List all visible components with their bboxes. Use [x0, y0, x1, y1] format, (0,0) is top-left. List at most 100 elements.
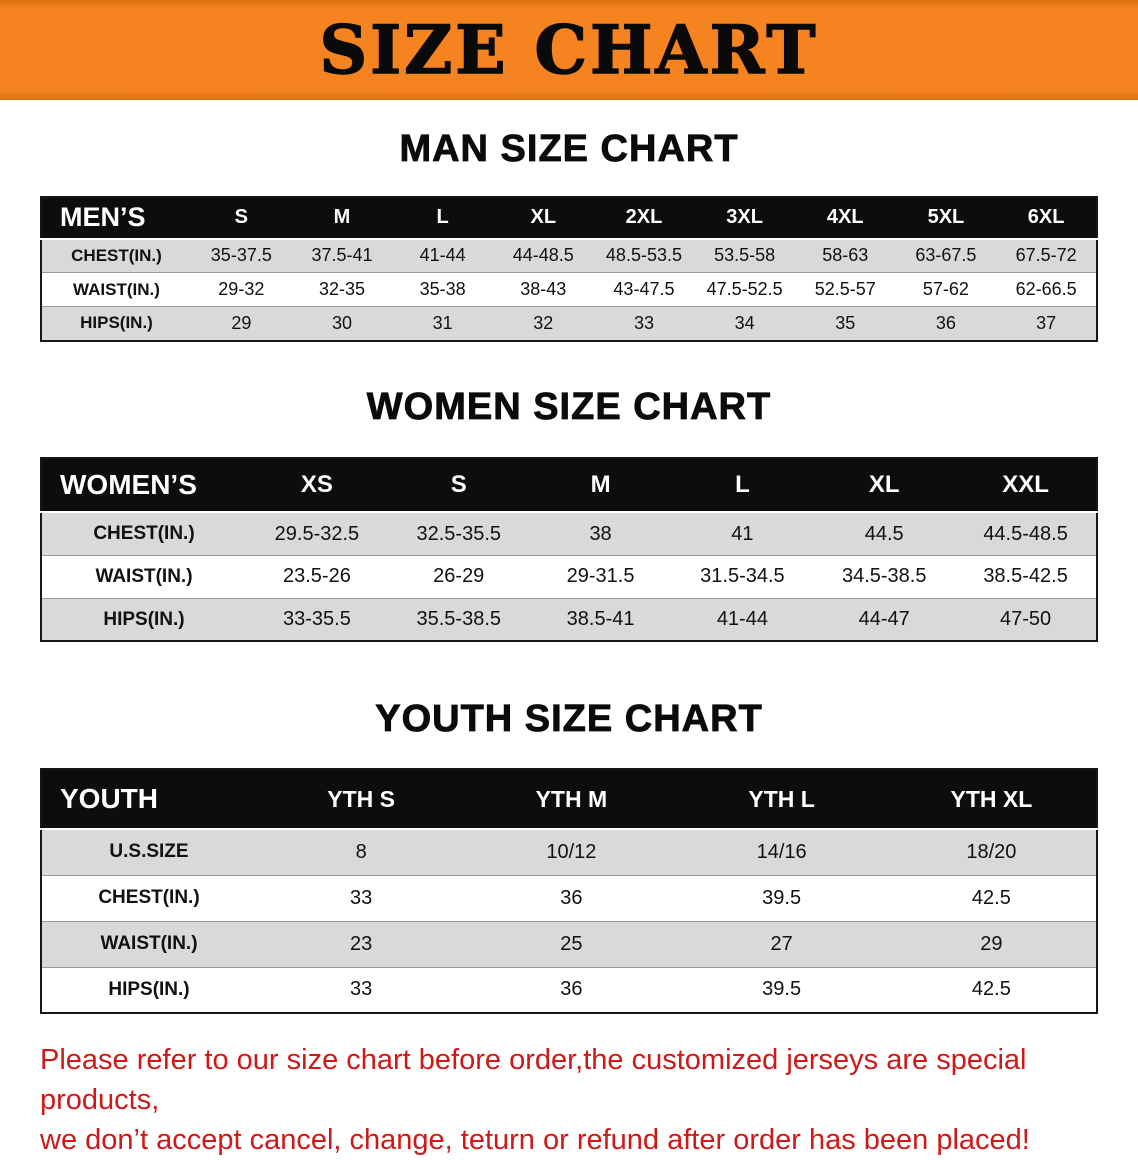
- size-column-header: S: [387, 458, 530, 514]
- size-table: YOUTH YTH S YTH M YTH L YTH XL U.S.SIZE 8 10/12…: [40, 768, 1098, 1015]
- table-row: HIPS(IN.) 33-35.5 35.5-38.5 38.5-41 41-44 44-…: [41, 598, 1097, 642]
- size-value: 47.5-52.5: [706, 279, 783, 300]
- size-column-header: 3XL: [694, 196, 795, 240]
- size-value: 52.5-57: [814, 279, 876, 300]
- row-label: CHEST(IN.): [98, 887, 200, 909]
- size-value: 29.5-32.5: [274, 522, 360, 545]
- size-value: 37.5-41: [311, 245, 373, 266]
- disclaimer-line-1: Please refer to our size chart before or…: [40, 1044, 1027, 1117]
- size-value: 32: [533, 312, 554, 333]
- size-value: 67.5-72: [1015, 245, 1077, 266]
- size-value: 35-38: [419, 279, 466, 300]
- size-value: 44-48.5: [512, 245, 574, 266]
- size-value: 41-44: [419, 245, 466, 266]
- section-heading: YOUTH SIZE CHART: [375, 698, 763, 741]
- size-chart-section: MAN SIZE CHART MEN’S S M L XL 2XL 3XL 4XL 5XL 6XL C…: [0, 128, 1138, 342]
- size-value: 30: [331, 312, 352, 333]
- size-value: 31.5-34.5: [700, 565, 785, 588]
- size-value: 29: [231, 312, 252, 333]
- size-column-header: XXL: [955, 458, 1097, 514]
- table-row: HIPS(IN.) 29 30 31 32 33 34 35 36 37: [41, 306, 1097, 341]
- size-value: 26-29: [433, 565, 485, 588]
- size-value: 33-35.5: [282, 608, 351, 631]
- size-value: 38.5-42.5: [983, 565, 1068, 588]
- size-value: 23: [350, 932, 373, 955]
- size-value: 36: [935, 312, 956, 333]
- table-corner-label: MEN’S: [41, 196, 191, 240]
- size-value: 42.5: [971, 886, 1011, 909]
- size-value: 33: [350, 886, 373, 909]
- size-value: 38-43: [520, 279, 567, 300]
- table-row: WAIST(IN.) 23.5-26 26-29 29-31.5 31.5-34.5 34…: [41, 555, 1097, 599]
- size-value: 18/20: [966, 840, 1017, 863]
- size-value: 25: [560, 932, 583, 955]
- disclaimer-line-2: we don’t accept cancel, change, teturn o…: [40, 1124, 1030, 1157]
- size-value: 44.5: [864, 522, 904, 545]
- size-value: 38: [589, 522, 612, 545]
- size-chart-banner: SIZE CHART: [0, 0, 1138, 100]
- row-label: WAIST(IN.): [73, 279, 160, 299]
- table-row: HIPS(IN.) 33 36 39.5 42.5: [41, 967, 1097, 1014]
- size-column-header: 6XL: [996, 196, 1097, 240]
- size-column-header: YTH L: [676, 769, 887, 831]
- table-row: CHEST(IN.) 29.5-32.5 32.5-35.5 38 41 44.5 44.5…: [41, 512, 1097, 556]
- row-label: CHEST(IN.): [71, 245, 162, 265]
- size-value: 47-50: [999, 608, 1052, 631]
- banner-title: SIZE CHART: [319, 11, 819, 89]
- size-value: 33: [350, 978, 373, 1001]
- size-value: 27: [770, 932, 793, 955]
- table-row: CHEST(IN.) 35-37.5 37.5-41 41-44 44-48.5 48.5…: [41, 238, 1097, 273]
- size-value: 35.5-38.5: [416, 608, 501, 631]
- size-chart-section: WOMEN SIZE CHART WOMEN’S XS S M L XL XXL CHEST(I…: [0, 385, 1138, 643]
- size-value: 36: [560, 886, 583, 909]
- size-value: 35: [835, 312, 856, 333]
- size-column-header: L: [671, 458, 814, 514]
- size-value: 36: [560, 978, 583, 1001]
- size-column-header: L: [392, 196, 493, 240]
- size-value: 43-47.5: [613, 279, 675, 300]
- size-column-header: 4XL: [794, 196, 896, 240]
- table-row: U.S.SIZE 8 10/12 14/16 18/20: [41, 829, 1097, 876]
- size-value: 34.5-38.5: [841, 565, 927, 588]
- size-value: 53.5-58: [714, 245, 776, 266]
- size-value: 39.5: [762, 978, 802, 1001]
- size-value: 29-31.5: [566, 565, 635, 588]
- size-value: 31: [432, 312, 453, 333]
- row-label: HIPS(IN.): [103, 608, 185, 630]
- size-value: 38.5-41: [566, 608, 635, 631]
- size-value: 58-63: [822, 245, 869, 266]
- size-column-header: M: [291, 196, 393, 240]
- size-charts: MAN SIZE CHART MEN’S S M L XL 2XL 3XL 4XL 5XL 6XL C…: [0, 128, 1138, 1015]
- table-header-row: MEN’S S M L XL 2XL 3XL 4XL 5XL 6XL: [41, 196, 1097, 240]
- size-value: 57-62: [922, 279, 969, 300]
- table-header-row: WOMEN’S XS S M L XL XXL: [41, 458, 1097, 514]
- size-column-header: 2XL: [593, 196, 695, 240]
- size-column-header: XL: [492, 196, 594, 240]
- size-value: 42.5: [971, 978, 1011, 1001]
- size-value: 41-44: [716, 608, 768, 631]
- size-value: 37: [1036, 312, 1057, 333]
- size-chart-section: YOUTH SIZE CHART YOUTH YTH S YTH M YTH L YTH …: [0, 698, 1138, 1015]
- size-value: 63-67.5: [915, 245, 977, 266]
- row-label: WAIST(IN.): [95, 565, 193, 587]
- size-value: 23.5-26: [282, 565, 351, 588]
- row-label: HIPS(IN.): [80, 313, 153, 333]
- table-row: WAIST(IN.) 23 25 27 29: [41, 921, 1097, 968]
- size-value: 14/16: [756, 840, 807, 863]
- size-table: WOMEN’S XS S M L XL XXL CHEST(IN.) 29.5-32.5 32.5…: [40, 457, 1098, 643]
- size-value: 34: [734, 312, 755, 333]
- size-value: 29-32: [218, 279, 265, 300]
- size-value: 39.5: [762, 886, 802, 909]
- size-value: 62-66.5: [1015, 279, 1077, 300]
- row-label: WAIST(IN.): [100, 933, 198, 955]
- size-column-header: 5XL: [895, 196, 997, 240]
- size-value: 32.5-35.5: [416, 522, 501, 545]
- size-value: 48.5-53.5: [605, 245, 682, 266]
- table-row: CHEST(IN.) 33 36 39.5 42.5: [41, 875, 1097, 922]
- disclaimer: Please refer to our size chart before or…: [40, 1040, 1100, 1160]
- size-column-header: YTH S: [256, 769, 467, 831]
- section-heading: MAN SIZE CHART: [399, 128, 739, 171]
- size-value: 29: [980, 932, 1003, 955]
- size-value: 41: [731, 522, 754, 545]
- section-heading: WOMEN SIZE CHART: [366, 385, 772, 428]
